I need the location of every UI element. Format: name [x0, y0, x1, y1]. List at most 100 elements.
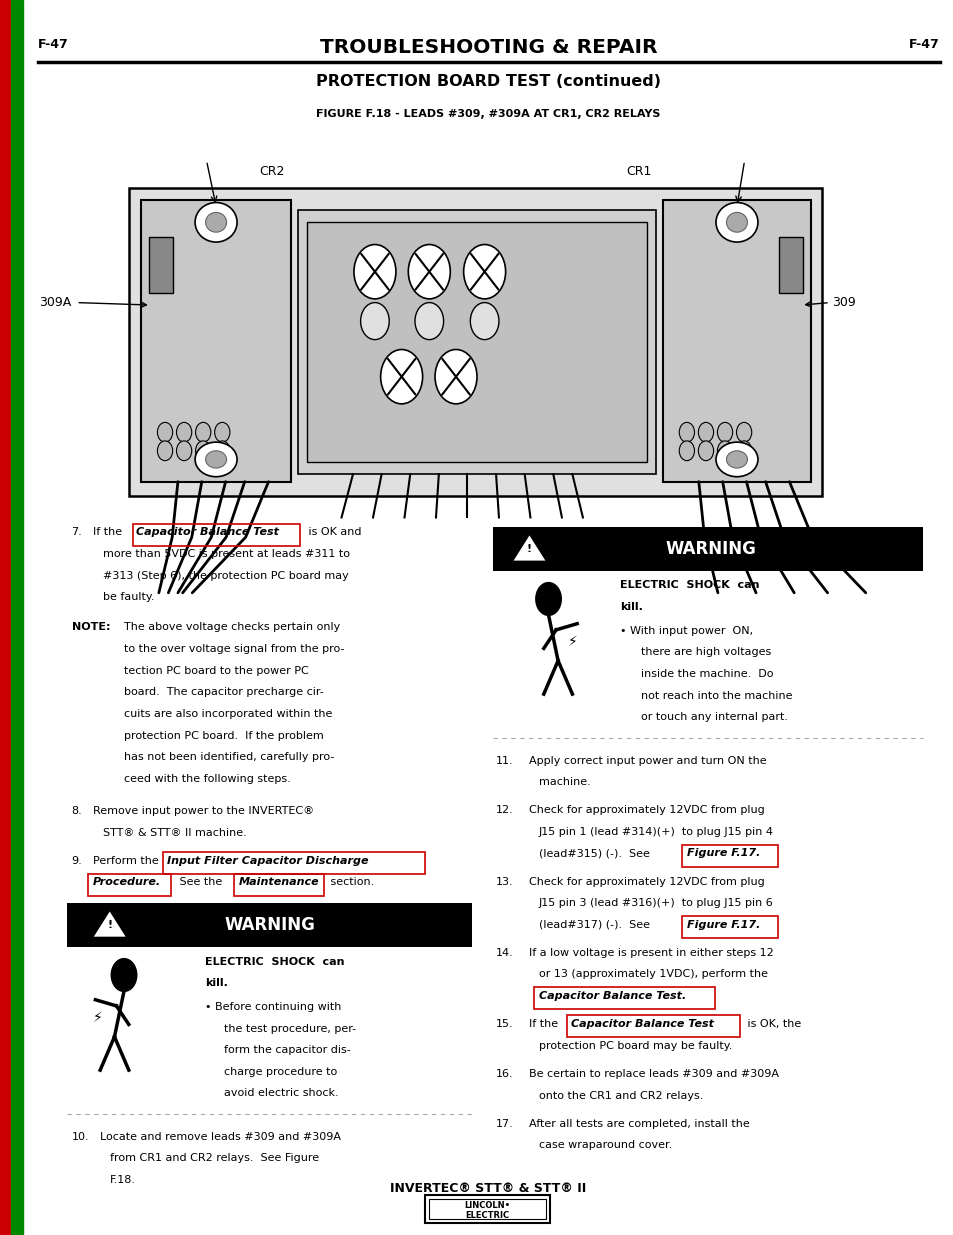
Text: #313 (Step 6), the protection PC board may: #313 (Step 6), the protection PC board m… [103, 571, 349, 580]
Text: the test procedure, per-: the test procedure, per- [224, 1024, 355, 1034]
Text: protection PC board.  If the problem: protection PC board. If the problem [124, 731, 323, 741]
Text: If a low voltage is present in either steps 12: If a low voltage is present in either st… [529, 948, 774, 958]
Circle shape [470, 303, 498, 340]
Text: ELECTRIC  SHOCK  can: ELECTRIC SHOCK can [619, 580, 759, 590]
Text: Capacitor Balance Test: Capacitor Balance Test [136, 527, 279, 537]
Text: CR1: CR1 [626, 164, 651, 178]
Text: INVERTEC® STT® & STT® II: INVERTEC® STT® & STT® II [390, 1182, 586, 1194]
Text: NOTE:: NOTE: [71, 622, 110, 632]
Text: The above voltage checks pertain only: The above voltage checks pertain only [124, 622, 340, 632]
Bar [779, 237, 802, 293]
Text: or touch any internal part.: or touch any internal part. [640, 713, 787, 722]
Text: 16.: 16. [496, 1070, 513, 1079]
Text: Remove input power to the INVERTEC®: Remove input power to the INVERTEC® [92, 806, 314, 816]
Text: Input Filter Capacitor Discharge: Input Filter Capacitor Discharge [167, 856, 368, 866]
Polygon shape [512, 535, 546, 561]
Text: Return to Master TOC: Return to Master TOC [12, 918, 22, 1009]
Text: Return to Master TOC: Return to Master TOC [12, 103, 22, 194]
Text: from CR1 and CR2 relays.  See Figure: from CR1 and CR2 relays. See Figure [110, 1153, 318, 1163]
Text: kill.: kill. [205, 978, 228, 988]
Circle shape [360, 303, 389, 340]
Text: not reach into the machine: not reach into the machine [640, 690, 792, 700]
Text: case wraparound cover.: case wraparound cover. [538, 1140, 672, 1150]
Bar [0, 0, 11, 1235]
Text: Return to Section TOC: Return to Section TOC [1, 916, 10, 1010]
Text: 10.: 10. [71, 1131, 89, 1141]
Text: !: ! [107, 920, 112, 930]
Text: Check for approximately 12VDC from plug: Check for approximately 12VDC from plug [529, 877, 764, 887]
Bar [67, 904, 472, 947]
Circle shape [679, 422, 694, 442]
Text: there are high voltages: there are high voltages [640, 647, 771, 657]
Circle shape [736, 422, 751, 442]
Text: !: ! [526, 543, 532, 555]
Text: 17.: 17. [496, 1119, 514, 1129]
Circle shape [536, 583, 560, 615]
Ellipse shape [715, 442, 757, 477]
Text: WARNING: WARNING [664, 540, 756, 558]
Text: (lead#315) (-).  See: (lead#315) (-). See [538, 848, 653, 858]
Text: TROUBLESHOOTING & REPAIR: TROUBLESHOOTING & REPAIR [319, 38, 657, 57]
Ellipse shape [726, 212, 747, 232]
Ellipse shape [205, 451, 226, 468]
Bar [141, 200, 291, 482]
Text: Maintenance: Maintenance [238, 878, 319, 888]
Circle shape [157, 422, 172, 442]
Text: 11.: 11. [496, 756, 513, 766]
Text: CR2: CR2 [259, 164, 284, 178]
Text: 15.: 15. [496, 1019, 513, 1029]
Text: Return to Section TOC: Return to Section TOC [1, 509, 10, 603]
Circle shape [176, 422, 192, 442]
Text: tection PC board to the power PC: tection PC board to the power PC [124, 666, 309, 676]
Bar [149, 237, 172, 293]
Text: Capacitor Balance Test.: Capacitor Balance Test. [538, 992, 685, 1002]
Bar [425, 1195, 549, 1223]
Text: 309A: 309A [39, 296, 71, 309]
Circle shape [717, 441, 732, 461]
Text: ceed with the following steps.: ceed with the following steps. [124, 773, 291, 784]
Text: • Before continuing with: • Before continuing with [205, 1002, 341, 1011]
Text: to the over voltage signal from the pro-: to the over voltage signal from the pro- [124, 645, 344, 655]
Text: 8.: 8. [71, 806, 82, 816]
Circle shape [415, 303, 443, 340]
Circle shape [157, 441, 172, 461]
Circle shape [463, 245, 505, 299]
Text: or 13 (approximately 1VDC), perform the: or 13 (approximately 1VDC), perform the [538, 969, 767, 979]
Text: PROTECTION BOARD TEST (continued): PROTECTION BOARD TEST (continued) [315, 74, 660, 89]
Text: section.: section. [327, 878, 375, 888]
Text: ⚡: ⚡ [567, 635, 577, 650]
Text: protection PC board may be faulty.: protection PC board may be faulty. [538, 1041, 732, 1051]
Text: F-47: F-47 [38, 38, 69, 52]
Text: Capacitor Balance Test: Capacitor Balance Test [571, 1019, 714, 1029]
Circle shape [698, 422, 713, 442]
Circle shape [736, 441, 751, 461]
Text: F-47: F-47 [908, 38, 939, 52]
Text: 9.: 9. [71, 856, 82, 866]
Text: Perform the: Perform the [92, 856, 162, 866]
Text: • With input power  ON,: • With input power ON, [619, 626, 753, 636]
Text: 12.: 12. [496, 805, 514, 815]
Text: onto the CR1 and CR2 relays.: onto the CR1 and CR2 relays. [538, 1091, 702, 1100]
Text: ELECTRIC: ELECTRIC [465, 1210, 509, 1220]
Text: is OK and: is OK and [305, 527, 361, 537]
Ellipse shape [194, 203, 236, 242]
Circle shape [214, 422, 230, 442]
Text: FIGURE F.18 - LEADS #309, #309A AT CR1, CR2 RELAYS: FIGURE F.18 - LEADS #309, #309A AT CR1, … [316, 109, 659, 119]
Text: Figure F.17.: Figure F.17. [686, 848, 760, 858]
Text: (lead#317) (-).  See: (lead#317) (-). See [538, 920, 653, 930]
Text: After all tests are completed, install the: After all tests are completed, install t… [529, 1119, 749, 1129]
Text: Procedure.: Procedure. [92, 878, 160, 888]
Text: STT® & STT® II machine.: STT® & STT® II machine. [103, 827, 247, 837]
Text: J15 pin 1 (lead #314)(+)  to plug J15 pin 4: J15 pin 1 (lead #314)(+) to plug J15 pin… [538, 827, 773, 837]
Ellipse shape [726, 451, 747, 468]
Bar [307, 222, 646, 462]
Text: Return to Section TOC: Return to Section TOC [1, 101, 10, 195]
Circle shape [679, 441, 694, 461]
Ellipse shape [205, 212, 226, 232]
Text: cuits are also incorporated within the: cuits are also incorporated within the [124, 709, 332, 719]
Text: board.  The capacitor precharge cir-: board. The capacitor precharge cir- [124, 687, 323, 698]
Text: Return to Master TOC: Return to Master TOC [12, 510, 22, 601]
Circle shape [195, 422, 211, 442]
Text: If the: If the [529, 1019, 561, 1029]
Ellipse shape [194, 442, 236, 477]
